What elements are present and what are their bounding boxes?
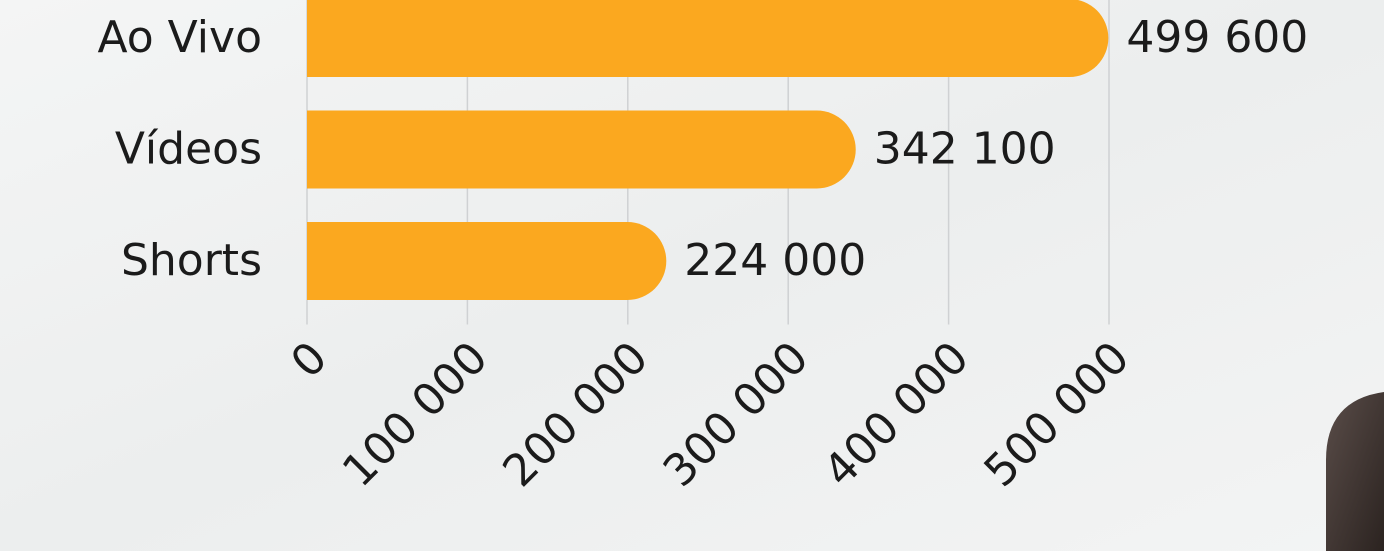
y-tick-label: Shorts [121, 235, 262, 286]
bar [307, 110, 856, 189]
decoration [1326, 392, 1384, 551]
value-label: 224 000 [684, 235, 866, 286]
value-label: 499 600 [1126, 12, 1308, 63]
value-label: 342 100 [874, 124, 1056, 175]
y-tick-label: Ao Vivo [97, 12, 262, 63]
bar [307, 222, 667, 300]
bar [307, 0, 1109, 77]
y-tick-label: Vídeos [115, 124, 262, 175]
